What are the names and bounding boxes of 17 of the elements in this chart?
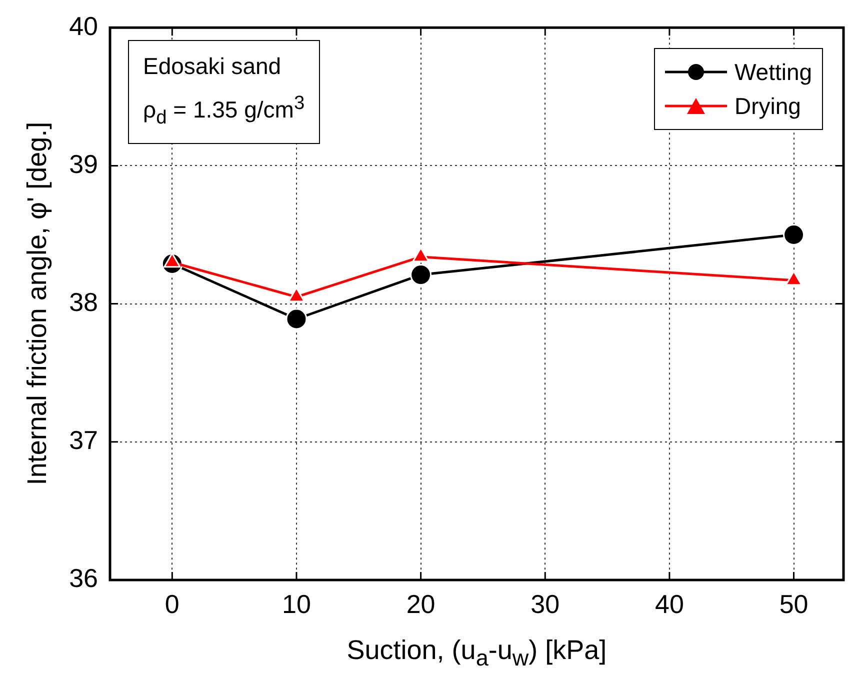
annotation: Edosaki sand <box>143 52 282 79</box>
x-tick-label: 50 <box>779 588 808 619</box>
x-tick-label: 0 <box>164 588 180 619</box>
y-tick-label: 36 <box>69 563 98 594</box>
x-axis-title: Suction, (u$_{a}$-u$_{w}$) [kPa] <box>346 635 607 672</box>
y-tick-label: 40 <box>69 10 98 41</box>
legend-label: Drying <box>734 92 801 121</box>
x-tick-label: 30 <box>530 588 560 619</box>
x-tick-label: 10 <box>282 588 311 619</box>
x-tick-label: 20 <box>406 588 436 619</box>
y-tick-label: 37 <box>69 425 98 456</box>
y-tick-label: 39 <box>69 148 98 179</box>
x-tick-label: 40 <box>654 588 684 619</box>
legend-label: Wetting <box>734 58 812 87</box>
annotation: ρ$_{d}$ = 1.35 g/cm$^{3}$ <box>143 92 305 128</box>
y-tick-label: 38 <box>69 286 98 317</box>
y-axis-title: Internal friction angle, φ' [deg.] <box>22 122 54 486</box>
